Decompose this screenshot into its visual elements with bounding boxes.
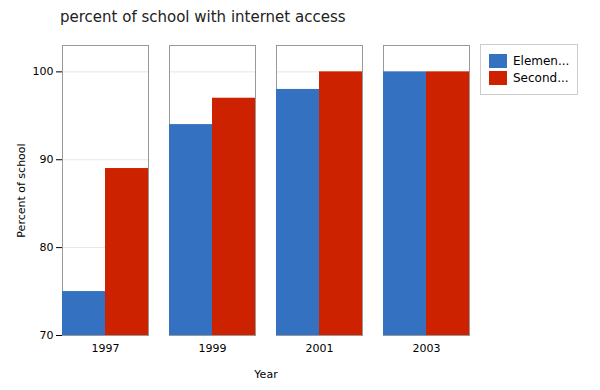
svg-text:2001: 2001 xyxy=(306,342,334,355)
svg-text:90: 90 xyxy=(40,153,54,166)
svg-text:Year: Year xyxy=(253,368,278,381)
svg-text:1999: 1999 xyxy=(199,342,227,355)
svg-text:70: 70 xyxy=(40,329,54,342)
svg-text:1997: 1997 xyxy=(92,342,120,355)
svg-text:Percent of school: Percent of school xyxy=(15,143,28,237)
svg-text:2003: 2003 xyxy=(413,342,441,355)
html-text:Elemen...: Elemen... xyxy=(513,54,570,68)
html-text:percent of school with interne: percent of school with internet access xyxy=(60,8,346,26)
svg-text:100: 100 xyxy=(33,65,54,78)
html-text:Second...: Second... xyxy=(513,71,569,85)
svg-text:80: 80 xyxy=(40,241,54,254)
